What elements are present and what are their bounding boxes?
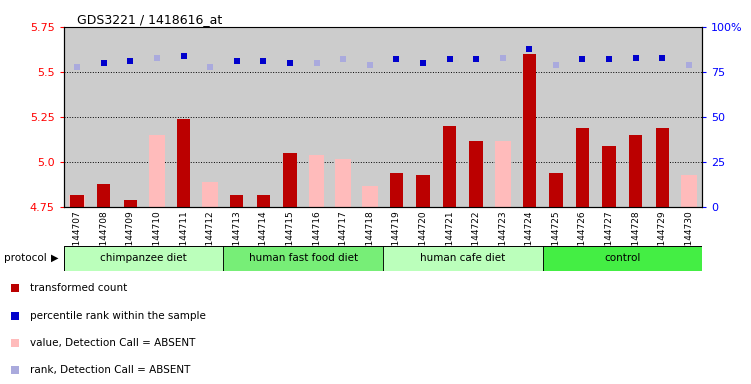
Text: ▶: ▶ [51, 253, 59, 263]
Bar [602, 146, 616, 207]
Bar [523, 54, 536, 207]
Bar [257, 195, 270, 207]
Bar [416, 175, 430, 207]
Bar [443, 126, 456, 207]
Bar [335, 159, 351, 207]
Text: human cafe diet: human cafe diet [420, 253, 505, 263]
Bar [495, 141, 511, 207]
Bar [224, 246, 383, 271]
Bar [549, 173, 562, 207]
Bar [362, 186, 378, 207]
Bar [177, 119, 190, 207]
Bar [576, 128, 589, 207]
Bar [283, 153, 297, 207]
Bar [71, 195, 84, 207]
Text: control: control [605, 253, 641, 263]
Bar [69, 195, 85, 207]
Bar [383, 246, 542, 271]
Text: value, Detection Call = ABSENT: value, Detection Call = ABSENT [30, 338, 195, 348]
Bar [681, 175, 697, 207]
Bar [309, 155, 324, 207]
Text: rank, Detection Call = ABSENT: rank, Detection Call = ABSENT [30, 365, 190, 375]
Bar [469, 141, 483, 207]
Text: chimpanzee diet: chimpanzee diet [100, 253, 187, 263]
Bar [230, 195, 243, 207]
Bar [149, 135, 165, 207]
Bar [124, 200, 137, 207]
Text: human fast food diet: human fast food diet [249, 253, 357, 263]
Text: percentile rank within the sample: percentile rank within the sample [30, 311, 206, 321]
Bar [64, 246, 224, 271]
Text: transformed count: transformed count [30, 283, 127, 293]
Text: protocol: protocol [4, 253, 47, 263]
Bar [656, 128, 669, 207]
Bar [542, 246, 702, 271]
Bar [97, 184, 110, 207]
Bar [390, 173, 403, 207]
Bar [629, 135, 642, 207]
Text: GDS3221 / 1418616_at: GDS3221 / 1418616_at [77, 13, 222, 26]
Bar [202, 182, 218, 207]
